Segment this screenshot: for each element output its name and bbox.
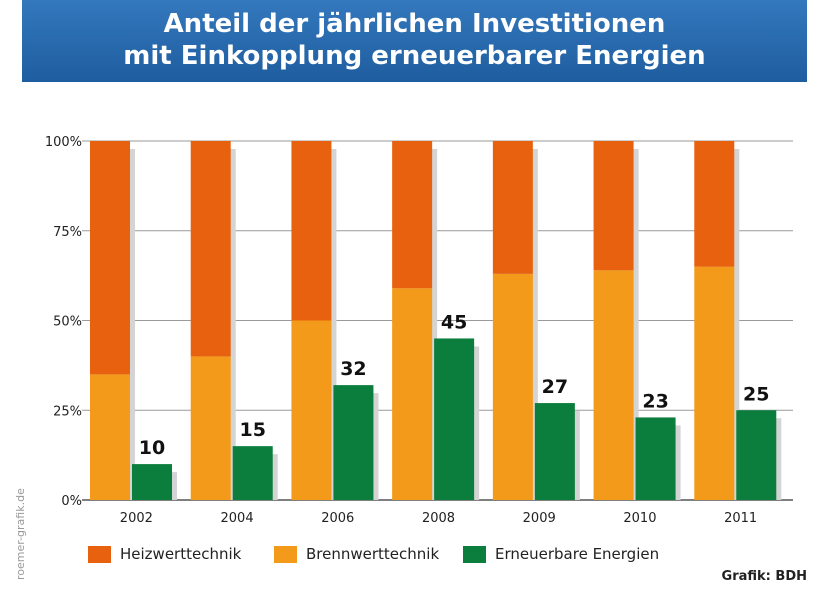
legend-swatch-brennwerttechnik <box>274 546 297 563</box>
legend-label-erneuerbare-energien: Erneuerbare Energien <box>495 545 660 563</box>
legend-label-heizwerttechnik: Heizwerttechnik <box>120 545 242 563</box>
chart-title-line-1: Anteil der jährlichen Investitionen <box>163 9 666 39</box>
bar-brennwerttechnik <box>291 320 332 500</box>
legend-swatch-erneuerbare-energien <box>463 546 486 563</box>
data-label: 45 <box>441 311 467 333</box>
vertical-credit: roemer-grafik.de <box>14 488 27 580</box>
bar-erneuerbare-energien <box>635 417 676 500</box>
bar-brennwerttechnik <box>392 288 433 500</box>
x-tick-label: 2010 <box>623 511 656 526</box>
x-tick-label: 2006 <box>321 511 354 526</box>
bar-erneuerbare-energien <box>333 385 374 500</box>
bar-brennwerttechnik <box>492 273 533 500</box>
data-label: 32 <box>340 358 366 380</box>
data-label: 15 <box>239 419 265 441</box>
data-label: 23 <box>642 390 668 412</box>
x-tick-label: 2002 <box>120 511 153 526</box>
y-tick-label: 0% <box>61 494 82 509</box>
y-tick-label: 50% <box>53 315 82 330</box>
bar-brennwerttechnik <box>694 266 735 500</box>
x-tick-label: 2011 <box>724 511 757 526</box>
bar-heizwerttechnik <box>694 141 735 267</box>
legend-swatch-heizwerttechnik <box>88 546 111 563</box>
bar-brennwerttechnik <box>593 270 634 500</box>
chart-title-line-2: mit Einkopplung erneuerbarer Energien <box>123 41 706 71</box>
y-tick-label: 25% <box>53 404 82 419</box>
data-label: 27 <box>542 376 568 398</box>
bar-heizwerttechnik <box>593 141 634 271</box>
bar-erneuerbare-energien <box>232 446 273 500</box>
source-credit: Grafik: BDH <box>721 569 807 584</box>
bar-erneuerbare-energien <box>736 410 777 500</box>
x-tick-label: 2009 <box>523 511 556 526</box>
chart-header: Anteil der jährlichen Investitionen mit … <box>22 0 807 82</box>
bar-brennwerttechnik <box>190 356 231 500</box>
bar-brennwerttechnik <box>90 374 130 500</box>
bar-erneuerbare-energien <box>434 338 475 500</box>
y-tick-label: 100% <box>45 135 82 150</box>
y-tick-label: 75% <box>53 225 82 240</box>
bar-erneuerbare-energien <box>132 464 172 500</box>
x-tick-label: 2004 <box>221 511 254 526</box>
x-tick-label: 2008 <box>422 511 455 526</box>
bar-erneuerbare-energien <box>534 403 575 500</box>
bar-heizwerttechnik <box>90 141 130 375</box>
legend-label-brennwerttechnik: Brennwerttechnik <box>306 545 440 563</box>
data-label: 25 <box>743 383 769 405</box>
bar-heizwerttechnik <box>392 141 433 289</box>
bar-heizwerttechnik <box>291 141 332 321</box>
bar-heizwerttechnik <box>190 141 231 357</box>
bar-heizwerttechnik <box>492 141 533 274</box>
data-label: 10 <box>139 437 165 459</box>
